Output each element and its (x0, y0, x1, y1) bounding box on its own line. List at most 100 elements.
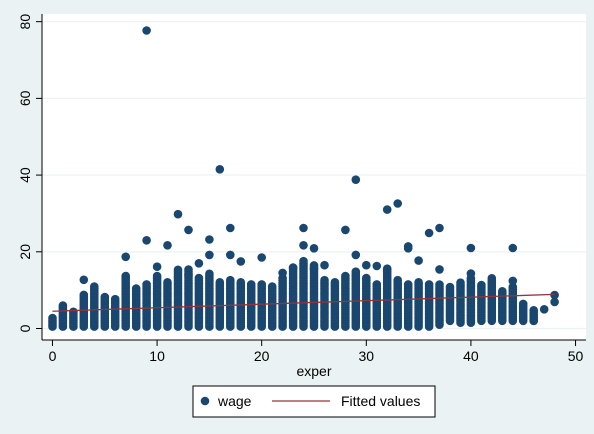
data-point (100, 310, 110, 320)
data-point (382, 205, 392, 214)
x-axis-label: exper (296, 363, 331, 379)
data-point (393, 199, 403, 208)
data-point (309, 264, 319, 274)
data-point (445, 282, 455, 292)
data-point (508, 282, 518, 292)
data-point (351, 267, 361, 277)
y-tick-label: 0 (17, 324, 33, 332)
data-point (456, 278, 465, 288)
data-point (414, 278, 423, 287)
x-tick-label: 40 (463, 348, 479, 364)
data-point (152, 271, 162, 281)
x-tick-label: 50 (568, 348, 584, 364)
y-tick-label: 40 (17, 167, 33, 183)
data-point (362, 273, 371, 283)
data-point (424, 228, 434, 238)
data-point (498, 287, 507, 296)
x-tick-label: 0 (49, 348, 57, 364)
data-point (184, 225, 193, 235)
data-point (508, 243, 518, 253)
x-tick-label: 20 (254, 348, 270, 364)
data-point (142, 280, 151, 289)
data-point (173, 209, 183, 219)
data-point (257, 280, 267, 289)
data-point (351, 250, 361, 260)
data-point (90, 282, 99, 291)
data-point (351, 175, 361, 184)
x-tick-label: 10 (149, 348, 165, 364)
data-point (403, 280, 413, 289)
data-point (205, 250, 214, 260)
data-point (131, 314, 141, 324)
data-point (288, 263, 298, 273)
data-point (477, 280, 486, 290)
legend: wage Fitted values (192, 385, 436, 418)
data-point (79, 275, 89, 285)
data-point (163, 241, 172, 250)
fit-line-layer (52, 293, 555, 312)
axis-ticks: 0 10 20 30 40 50 0 20 40 60 80 (17, 14, 584, 364)
data-point (435, 280, 444, 289)
data-point (320, 260, 329, 270)
data-point (215, 278, 225, 287)
data-point (529, 316, 538, 326)
data-point (48, 313, 57, 323)
data-point (236, 278, 246, 287)
data-point (246, 280, 256, 289)
data-point (58, 301, 68, 310)
data-point (539, 305, 549, 314)
axes (41, 14, 586, 341)
data-point (184, 270, 193, 280)
data-point (121, 271, 130, 281)
data-point (466, 243, 476, 253)
data-point (215, 165, 225, 174)
data-point (529, 306, 538, 315)
data-point (382, 264, 392, 274)
data-point (550, 290, 559, 300)
data-point (194, 273, 204, 283)
data-point (278, 268, 287, 278)
data-point (341, 271, 350, 281)
data-point (508, 276, 518, 286)
data-point (257, 253, 267, 262)
y-tick-label: 60 (17, 90, 33, 106)
data-point (121, 252, 130, 262)
legend-wage-marker (200, 396, 210, 406)
data-point (550, 297, 559, 307)
fitted-values-line (52, 293, 555, 312)
data-point (205, 269, 214, 279)
data-point (267, 282, 277, 291)
data-point (152, 262, 162, 272)
data-point (362, 260, 371, 270)
data-point (341, 225, 350, 235)
y-tick-label: 20 (17, 244, 33, 260)
data-point (414, 256, 423, 265)
data-point (435, 223, 444, 233)
data-point (518, 299, 528, 309)
legend-fitted-label: Fitted values (341, 393, 420, 409)
data-point (173, 265, 183, 275)
data-point (226, 223, 235, 233)
data-point (372, 261, 382, 271)
data-point (393, 275, 403, 285)
data-point (163, 278, 172, 287)
data-point (226, 250, 235, 260)
data-point (309, 244, 319, 253)
data-point (79, 290, 89, 300)
data-point (435, 265, 444, 274)
data-point (320, 275, 329, 285)
data-point (226, 275, 235, 285)
y-tick-label: 80 (17, 14, 33, 30)
data-point (330, 278, 340, 287)
data-point (69, 307, 78, 317)
data-point (236, 257, 246, 266)
data-point (131, 284, 141, 293)
data-point (299, 256, 308, 266)
data-point (142, 26, 151, 35)
data-point (372, 280, 382, 289)
data-point (299, 223, 308, 233)
data-point (403, 244, 413, 253)
data-point (299, 241, 308, 250)
